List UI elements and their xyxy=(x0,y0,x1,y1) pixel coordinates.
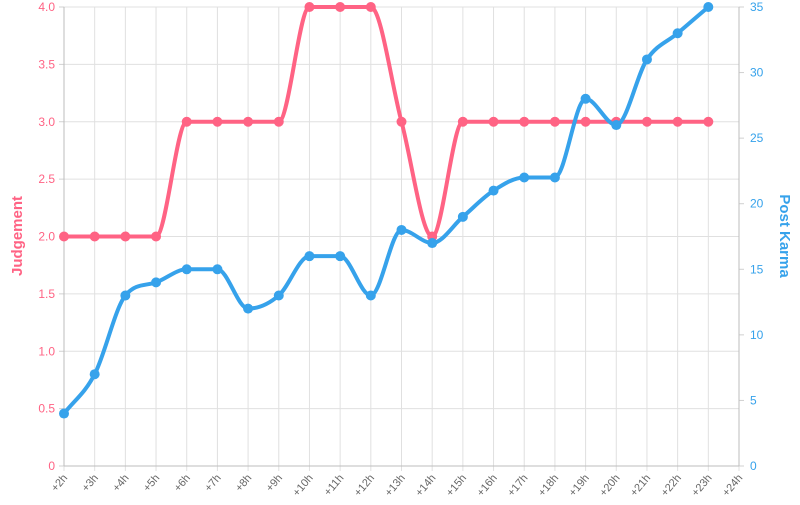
x-tick-label: +20h xyxy=(597,472,622,499)
axes: 0 0.5 1.0 1.5 2.0 2.5 3.0 3.5 4.0 0 5 10 15 20 25 30 35 +… xyxy=(38,0,763,499)
data-point-judgement[interactable] xyxy=(181,116,192,127)
data-point-judgement[interactable] xyxy=(89,231,100,242)
x-tick-label: +9h xyxy=(264,472,285,494)
data-point-post-karma[interactable] xyxy=(549,172,560,183)
data-point-judgement[interactable] xyxy=(243,116,254,127)
data-point-judgement[interactable] xyxy=(151,231,162,242)
y-axis-label-right: Post Karma xyxy=(776,194,793,278)
x-tick-label: +6h xyxy=(172,472,193,494)
data-point-post-karma[interactable] xyxy=(672,28,683,39)
data-point-post-karma[interactable] xyxy=(580,93,591,104)
data-point-judgement[interactable] xyxy=(59,231,69,242)
data-point-judgement[interactable] xyxy=(120,231,131,242)
y-tick-label-right: 15 xyxy=(750,262,764,276)
data-point-post-karma[interactable] xyxy=(703,2,714,12)
y-tick-label-right: 5 xyxy=(750,393,757,407)
data-point-judgement[interactable] xyxy=(519,116,530,127)
data-point-post-karma[interactable] xyxy=(396,224,407,235)
data-point-post-karma[interactable] xyxy=(427,238,438,249)
x-tick-label: +15h xyxy=(444,472,469,499)
data-point-post-karma[interactable] xyxy=(151,277,162,288)
data-point-judgement[interactable] xyxy=(703,116,714,127)
data-point-post-karma[interactable] xyxy=(120,290,131,301)
y-tick-label-right: 20 xyxy=(750,197,764,211)
x-tick-label: +2h xyxy=(49,472,70,494)
x-tick-label: +3h xyxy=(80,472,101,494)
y-tick-label-left: 3.5 xyxy=(38,57,55,71)
y-tick-label-right: 25 xyxy=(750,131,764,145)
y-tick-label-left: 4.0 xyxy=(38,0,55,14)
x-tick-label: +12h xyxy=(352,472,377,499)
x-tick-label: +24h xyxy=(720,472,745,499)
data-point-post-karma[interactable] xyxy=(488,185,499,196)
data-point-judgement[interactable] xyxy=(335,2,346,12)
data-point-post-karma[interactable] xyxy=(641,54,652,65)
x-tick-label: +8h xyxy=(233,472,254,494)
x-tick-label: +17h xyxy=(505,472,530,499)
x-tick-label: +16h xyxy=(475,472,500,499)
data-point-judgement[interactable] xyxy=(304,2,315,12)
data-point-judgement[interactable] xyxy=(641,116,652,127)
x-tick-label: +14h xyxy=(413,472,438,499)
series-line-post-karma xyxy=(62,5,711,416)
data-point-post-karma[interactable] xyxy=(304,251,315,262)
x-tick-label: +13h xyxy=(383,472,408,499)
data-point-post-karma[interactable] xyxy=(519,172,530,183)
data-point-judgement[interactable] xyxy=(365,2,376,12)
x-tick-label: +5h xyxy=(141,472,162,494)
x-tick-label: +18h xyxy=(536,472,561,499)
data-point-post-karma[interactable] xyxy=(59,408,69,419)
data-point-judgement[interactable] xyxy=(580,116,591,127)
x-tick-label: +21h xyxy=(628,472,653,499)
data-point-post-karma[interactable] xyxy=(365,290,376,301)
y-tick-label-left: 2.0 xyxy=(38,230,55,244)
y-tick-label-left: 1.0 xyxy=(38,344,55,358)
y-tick-label-left: 1.5 xyxy=(38,287,55,301)
y-tick-label-left: 2.5 xyxy=(38,172,55,186)
data-point-post-karma[interactable] xyxy=(89,369,100,380)
data-point-post-karma[interactable] xyxy=(181,264,192,275)
y-tick-label-right: 35 xyxy=(750,0,764,14)
x-tick-label: +11h xyxy=(322,472,347,498)
y-tick-label-right: 30 xyxy=(750,66,764,80)
data-point-post-karma[interactable] xyxy=(457,211,468,222)
data-point-judgement[interactable] xyxy=(273,116,284,127)
x-tick-label: +7h xyxy=(203,472,224,494)
y-tick-label-left: 0 xyxy=(48,459,55,473)
y-axis-label-left: Judgement xyxy=(9,196,26,276)
data-point-post-karma[interactable] xyxy=(243,303,254,314)
data-point-judgement[interactable] xyxy=(396,116,407,127)
x-tick-label: +19h xyxy=(567,472,592,499)
x-tick-label: +23h xyxy=(689,472,714,499)
x-tick-label: +4h xyxy=(110,472,131,494)
data-point-post-karma[interactable] xyxy=(273,290,284,301)
x-tick-label: +22h xyxy=(659,472,684,499)
y-tick-label-right: 0 xyxy=(750,459,757,473)
data-point-post-karma[interactable] xyxy=(611,120,622,131)
data-point-judgement[interactable] xyxy=(488,116,499,127)
series xyxy=(59,2,714,419)
data-point-judgement[interactable] xyxy=(549,116,560,127)
data-point-judgement[interactable] xyxy=(212,116,223,127)
data-point-post-karma[interactable] xyxy=(212,264,223,275)
y-tick-label-right: 10 xyxy=(750,328,764,342)
data-point-judgement[interactable] xyxy=(457,116,468,127)
data-point-post-karma[interactable] xyxy=(335,251,346,262)
data-point-judgement[interactable] xyxy=(672,116,683,127)
axis-labels: Judgement Post Karma xyxy=(9,194,793,278)
y-tick-label-left: 3.0 xyxy=(38,115,55,129)
x-tick-label: +10h xyxy=(291,472,316,499)
y-tick-label-left: 0.5 xyxy=(38,402,55,416)
